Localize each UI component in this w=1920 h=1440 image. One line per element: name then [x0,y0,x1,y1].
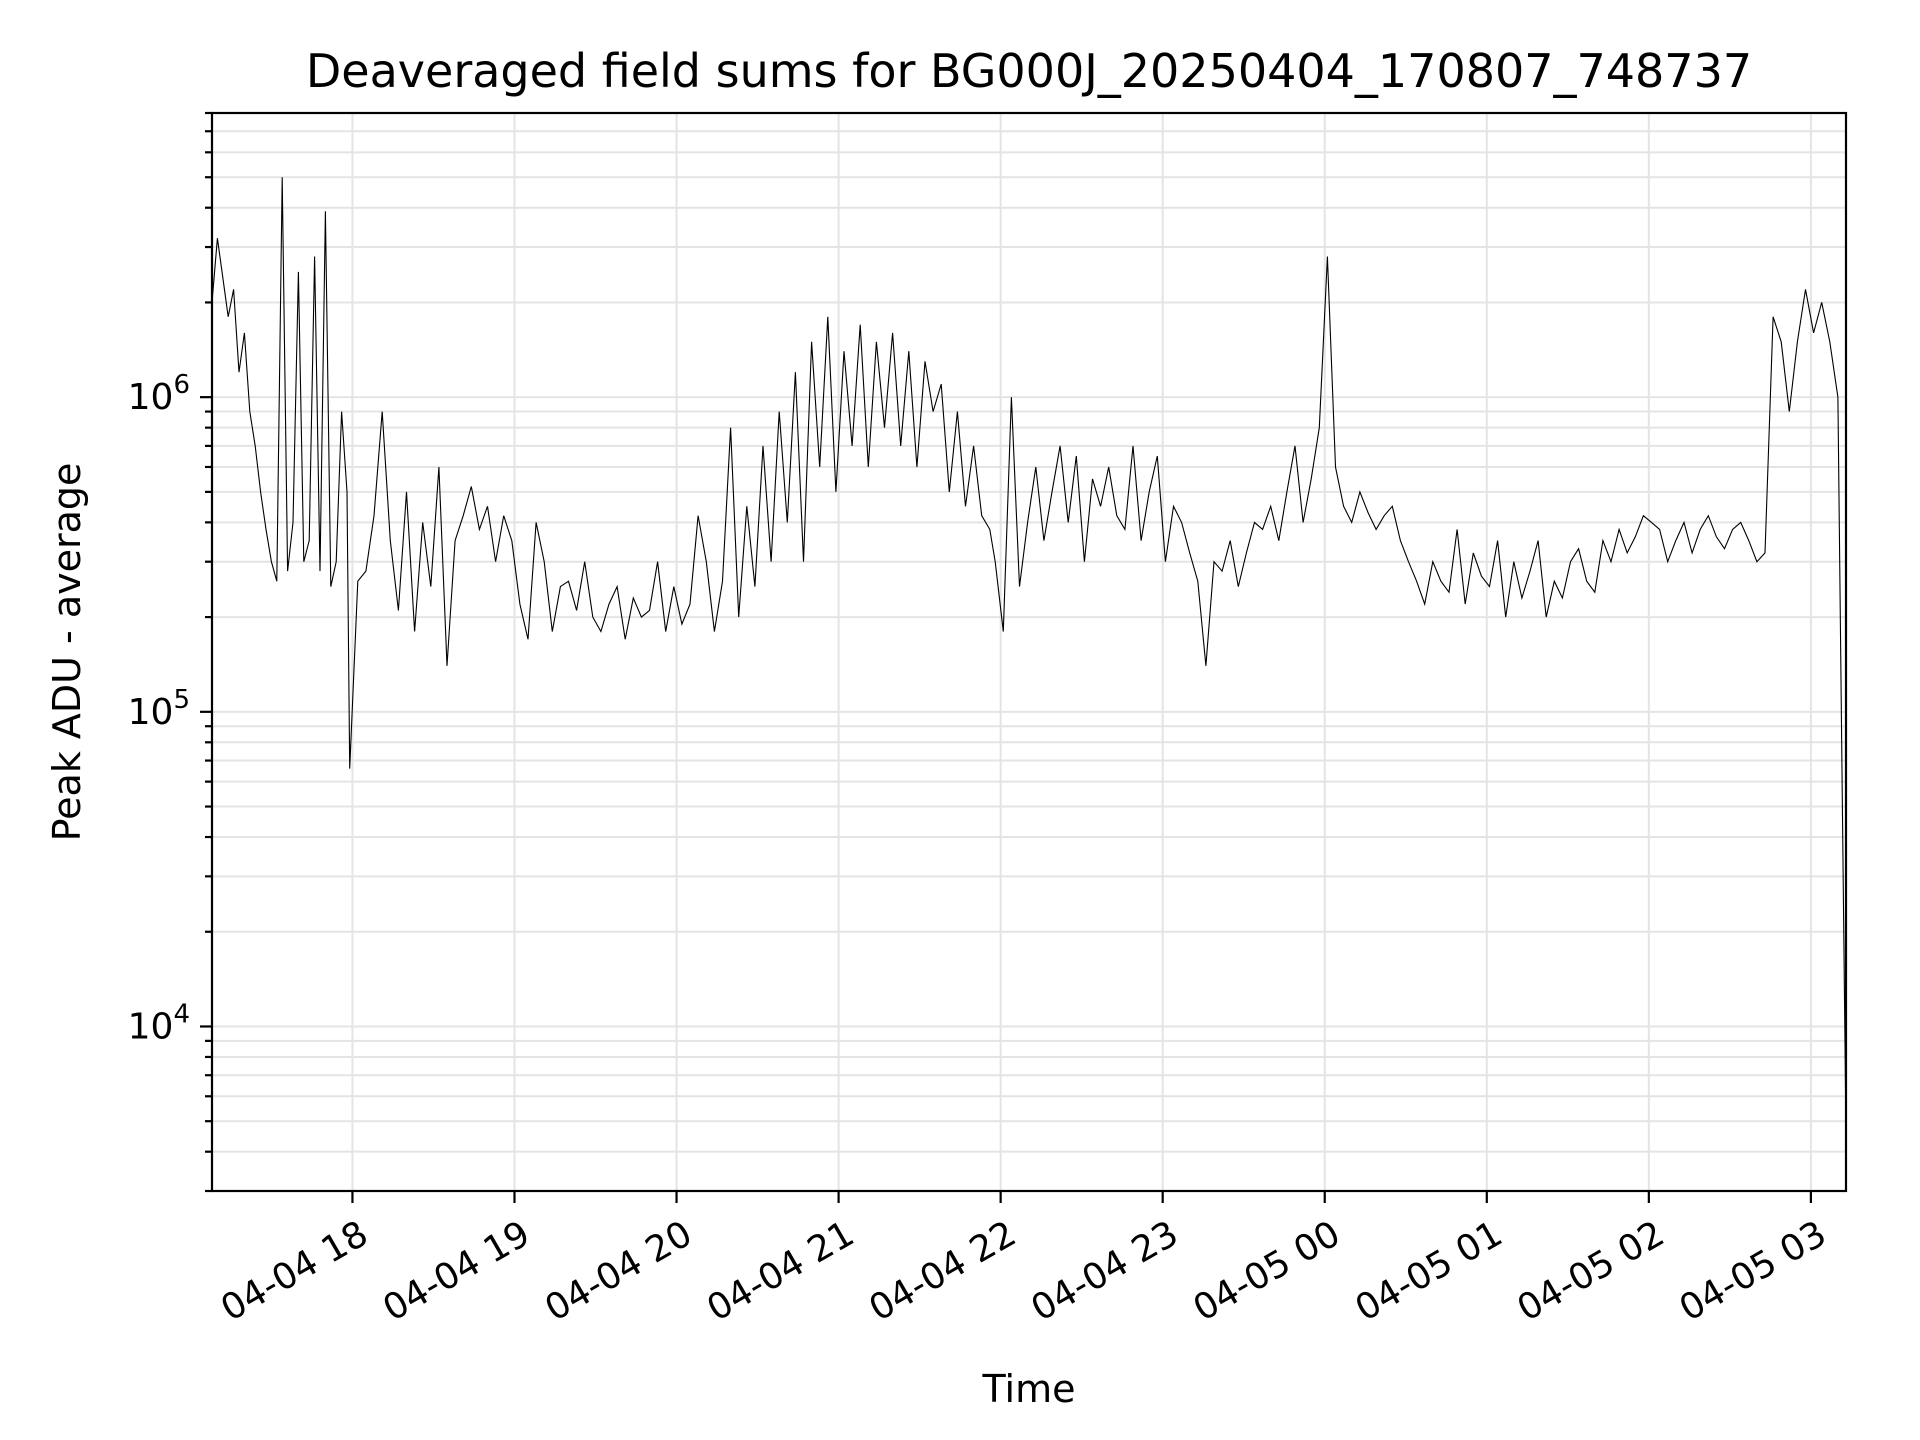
y-tick-label: 106 [128,370,190,418]
plot-frame [210,111,1848,1193]
y-axis-label: Peak ADU - average [45,463,89,842]
y-tick-label: 105 [128,685,190,733]
x-axis-label: Time [982,1367,1076,1411]
grid [212,112,1846,1192]
y-tick-label: 104 [128,999,190,1047]
chart-title: Deaveraged field sums for BG000J_2025040… [306,44,1752,98]
y-axis-ticks: 104 105 106 [128,111,212,1193]
series-line-0 [211,177,1847,1136]
series-layer [211,177,1847,1136]
